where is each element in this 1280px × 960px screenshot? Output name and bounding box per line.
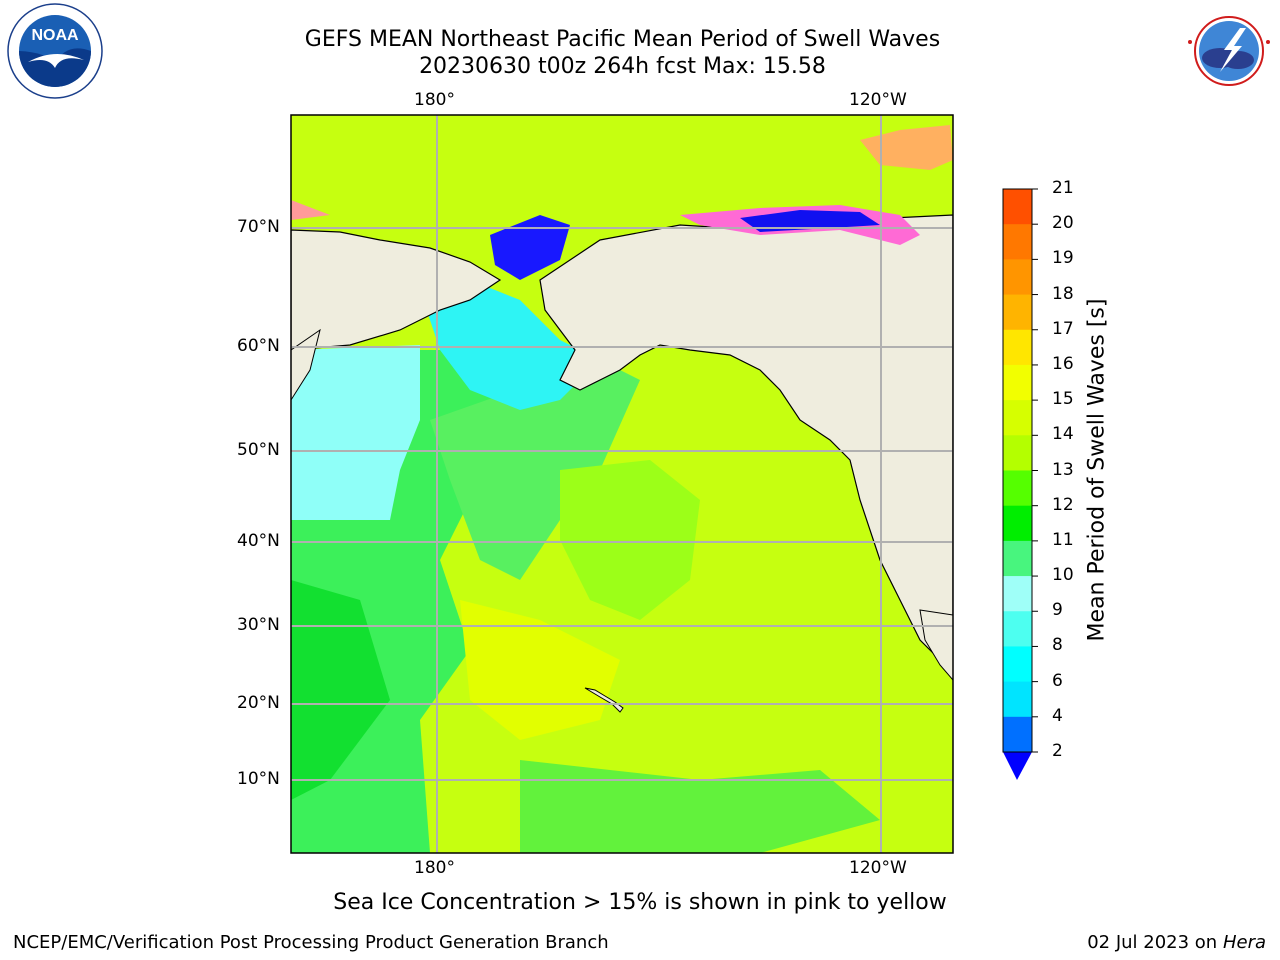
colorbar-frame xyxy=(1002,188,1033,753)
colorbar-segment xyxy=(1003,470,1032,507)
colorbar-segment xyxy=(1003,505,1032,542)
colorbar-segment xyxy=(1003,364,1032,401)
colorbar-tick-label: 8 xyxy=(1052,635,1063,656)
map-title: GEFS MEAN Northeast Pacific Mean Period … xyxy=(304,27,941,52)
lat-label-70n: 70°N xyxy=(237,217,280,237)
colorbar-segment xyxy=(1003,189,1032,225)
sea-ice-east-siberian xyxy=(291,200,330,220)
colorbar-tick-label: 17 xyxy=(1052,318,1074,339)
colorbar-tick-label: 21 xyxy=(1052,178,1074,198)
lat-label-20n: 20°N xyxy=(237,693,280,713)
colorbar-tick-label: 13 xyxy=(1052,459,1074,480)
colorbar-segment xyxy=(1003,400,1032,436)
swell-band-12s xyxy=(560,460,700,620)
colorbar-tick-label: 19 xyxy=(1052,248,1074,269)
lon-label-top-180: 180° xyxy=(414,90,455,110)
colorbar-tick-label: 14 xyxy=(1052,424,1074,445)
colorbar-tick-label: 2 xyxy=(1052,741,1063,761)
colorbar-extend-arrow xyxy=(1003,752,1032,780)
land-chukotka xyxy=(291,229,502,351)
noaa-logo-icon: NOAA xyxy=(7,3,103,99)
colorbar-tick-label: 9 xyxy=(1052,600,1063,621)
graticule xyxy=(291,115,953,853)
map-frame xyxy=(290,114,954,854)
lat-label-10n: 10°N xyxy=(237,769,280,789)
colorbar-segment xyxy=(1003,611,1032,647)
colorbar-tick-label: 20 xyxy=(1052,213,1074,234)
lat-label-60n: 60°N xyxy=(237,336,280,356)
sea-ice-note: Sea Ice Concentration > 15% is shown in … xyxy=(333,890,947,915)
colorbar-tick-label: 10 xyxy=(1052,565,1074,586)
lon-label-top-120w: 120°W xyxy=(849,90,907,110)
colorbar-tick-label: 18 xyxy=(1052,283,1074,304)
footer-date-text: 02 Jul 2023 on xyxy=(1087,932,1223,953)
land-hawaii xyxy=(584,687,624,713)
colorbar-segment xyxy=(1003,576,1032,612)
colorbar-title: Mean Period of Swell Waves [s] xyxy=(1084,298,1110,642)
map-area xyxy=(291,115,953,853)
footer-credit: NCEP/EMC/Verification Post Processing Pr… xyxy=(13,932,609,953)
colorbar-segment xyxy=(1003,224,1032,260)
nws-logo-icon xyxy=(1182,4,1276,98)
colorbar-segment xyxy=(1003,329,1032,366)
colorbar-tick-label: 6 xyxy=(1052,670,1063,691)
footer-machine: Hera xyxy=(1222,932,1266,953)
lon-label-bottom-180: 180° xyxy=(414,858,455,878)
lat-label-50n: 50°N xyxy=(237,440,280,460)
colorbar-tick-label: 15 xyxy=(1052,389,1074,410)
lat-label-30n: 30°N xyxy=(237,615,280,635)
sea-ice-chukchi xyxy=(490,215,570,280)
footer-date: 02 Jul 2023 on Hera xyxy=(1087,932,1266,953)
colorbar-tick-label: 16 xyxy=(1052,353,1074,374)
colorbar-tick-label: 11 xyxy=(1052,529,1074,550)
colorbar xyxy=(1003,188,1038,753)
colorbar-segment xyxy=(1003,259,1032,296)
swell-band-8s xyxy=(291,345,420,520)
map-subtitle: 20230630 t00z 264h fcst Max: 15.58 xyxy=(419,54,826,79)
colorbar-segment xyxy=(1003,294,1032,331)
swell-band-bering xyxy=(420,280,600,410)
sea-ice-archipelago xyxy=(860,125,953,170)
colorbar-segment xyxy=(1003,435,1032,471)
land-north-america xyxy=(539,214,953,682)
lon-label-bottom-120w: 120°W xyxy=(849,858,907,878)
colorbar-segment xyxy=(1003,540,1032,577)
swell-band-south xyxy=(520,760,880,853)
swell-band-10s-north xyxy=(430,360,640,580)
colorbar-segment xyxy=(1003,716,1032,753)
lat-label-40n: 40°N xyxy=(237,531,280,551)
colorbar-segment xyxy=(1003,646,1032,683)
land-baja xyxy=(919,609,953,681)
colorbar-segment xyxy=(1003,681,1032,718)
sea-ice-beaufort-core xyxy=(740,210,880,232)
swell-band-11s xyxy=(291,580,390,800)
noaa-logo-text: NOAA xyxy=(31,27,79,44)
colorbar-tick-label: 12 xyxy=(1052,494,1074,515)
colorbar-tick-label: 4 xyxy=(1052,705,1063,726)
